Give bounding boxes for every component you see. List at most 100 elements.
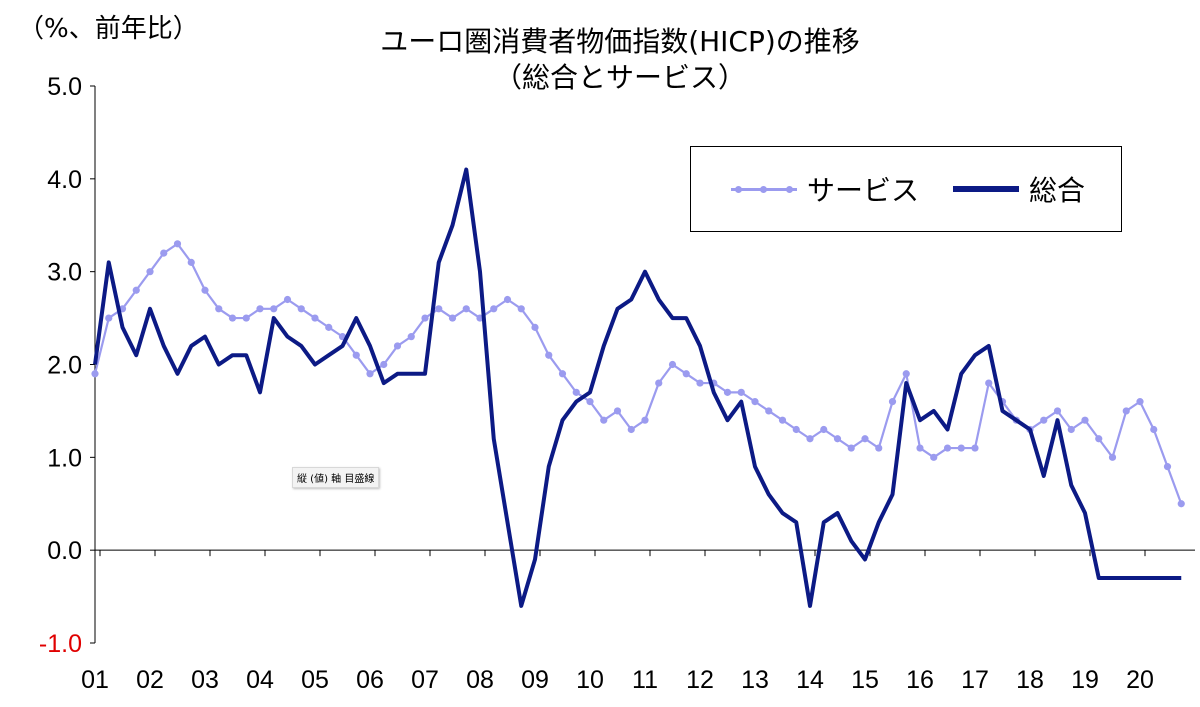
series-services-point xyxy=(160,249,168,257)
series-services-point xyxy=(861,435,869,443)
series-services-point xyxy=(352,351,360,359)
series-services-point xyxy=(215,305,223,313)
series-services-point xyxy=(173,240,182,248)
series-services-point xyxy=(132,286,140,294)
series-services-point xyxy=(421,314,429,322)
series-services-point xyxy=(668,360,677,369)
series-services-point xyxy=(806,435,814,443)
y-tick-label: -1.0 xyxy=(39,630,82,658)
series-services-point xyxy=(778,416,787,424)
series-services-point xyxy=(943,444,952,452)
series-services-point xyxy=(435,305,443,313)
series-services-point xyxy=(572,388,580,396)
legend-overall-label: 総合 xyxy=(1029,174,1086,207)
x-tick-label: 02 xyxy=(136,666,164,694)
chart-title-line2: （総合とサービス） xyxy=(493,61,746,94)
series-services-point xyxy=(1081,416,1089,424)
series-services-point xyxy=(682,370,690,378)
x-tick-label: 05 xyxy=(301,666,329,694)
series-services-point xyxy=(503,295,512,304)
series-services-point xyxy=(696,379,704,387)
x-tick-label: 07 xyxy=(411,666,439,694)
series-services-point xyxy=(916,444,924,452)
series-services-point xyxy=(930,453,938,461)
legend-services-swatch xyxy=(731,185,797,193)
series-services-point xyxy=(613,407,622,415)
series-services-point xyxy=(91,370,99,378)
series-services-point xyxy=(366,370,374,378)
legend-item-services: サービス xyxy=(731,169,919,209)
series-services-point xyxy=(1040,416,1048,424)
series-services-point xyxy=(888,398,897,406)
series-services-point xyxy=(380,360,388,369)
x-tick-label: 20 xyxy=(1126,666,1154,694)
x-tick-label: 09 xyxy=(521,666,549,694)
y-tick-label: 1.0 xyxy=(47,444,82,472)
series-services-point xyxy=(228,314,237,322)
series-services-point xyxy=(1177,500,1185,508)
series-services-point xyxy=(847,444,855,452)
x-tick-label: 06 xyxy=(356,666,384,694)
y-axis-unit-label: （%、前年比） xyxy=(18,14,199,44)
legend: サービス 総合 xyxy=(690,146,1122,232)
series-services xyxy=(91,240,1185,508)
y-tick-label: 5.0 xyxy=(47,73,82,101)
series-services-point xyxy=(820,425,828,434)
x-tick-label: 01 xyxy=(81,666,109,694)
chart-ticks: 5.0 4.0 3.0 2.0 1.0 0.0 -1.0 01 02 03 04 05 06 07 08 09… xyxy=(39,73,1154,694)
series-services-point xyxy=(462,305,470,313)
series-services-point xyxy=(875,444,883,452)
series-services-point xyxy=(256,305,264,313)
series-services-point xyxy=(1095,435,1103,443)
series-services-point xyxy=(792,425,800,434)
series-services-point xyxy=(1163,463,1172,471)
series-services-point xyxy=(545,351,553,359)
series-services-point xyxy=(627,425,635,434)
x-tick-label: 04 xyxy=(246,666,274,694)
series-services-point xyxy=(558,370,567,378)
x-tick-label: 16 xyxy=(906,666,934,694)
series-services-point xyxy=(765,407,773,415)
x-tick-label: 03 xyxy=(191,666,219,694)
series-services-point xyxy=(957,444,965,452)
series-services-point xyxy=(985,379,993,387)
series-services-point xyxy=(283,295,292,304)
legend-overall-swatch xyxy=(953,186,1019,192)
series-services-point xyxy=(600,416,608,424)
series-services-point xyxy=(146,268,154,276)
series-services-point xyxy=(833,435,842,443)
x-tick-label: 15 xyxy=(851,666,879,694)
series-services-point xyxy=(737,388,745,396)
series-services-point xyxy=(490,305,498,313)
y-tick-label: 2.0 xyxy=(47,352,82,380)
series-services-point xyxy=(105,314,113,322)
legend-item-overall: 総合 xyxy=(953,169,1085,209)
y-tick-label: 4.0 xyxy=(47,166,82,194)
x-tick-label: 12 xyxy=(686,666,714,694)
chart-title-line1: ユーロ圏消費者物価指数(HICP)の推移 xyxy=(380,25,860,58)
x-tick-label: 13 xyxy=(741,666,769,694)
series-services-point xyxy=(1053,407,1062,415)
series-services-point xyxy=(641,416,649,424)
y-tick-label: 0.0 xyxy=(47,537,82,565)
series-services-point xyxy=(311,314,319,322)
series-services-point xyxy=(297,305,305,313)
series-services-point xyxy=(517,305,525,313)
series-services-point xyxy=(586,398,594,406)
x-tick-label: 11 xyxy=(632,666,658,694)
series-services-point xyxy=(448,314,457,322)
series-services-point xyxy=(1122,407,1130,415)
series-overall-line xyxy=(93,167,1182,608)
series-overall xyxy=(93,167,1182,608)
series-services-point xyxy=(393,342,402,350)
series-services-point xyxy=(531,323,539,331)
x-tick-label: 10 xyxy=(576,666,604,694)
series-services-point xyxy=(242,314,250,322)
series-services-point xyxy=(1067,425,1075,434)
gridline-tooltip: 縦 (値) 軸 目盛線 xyxy=(292,467,380,488)
series-services-point xyxy=(187,258,195,266)
x-tick-label: 18 xyxy=(1016,666,1044,694)
series-services-point xyxy=(1150,425,1158,434)
series-services-point xyxy=(655,379,663,387)
